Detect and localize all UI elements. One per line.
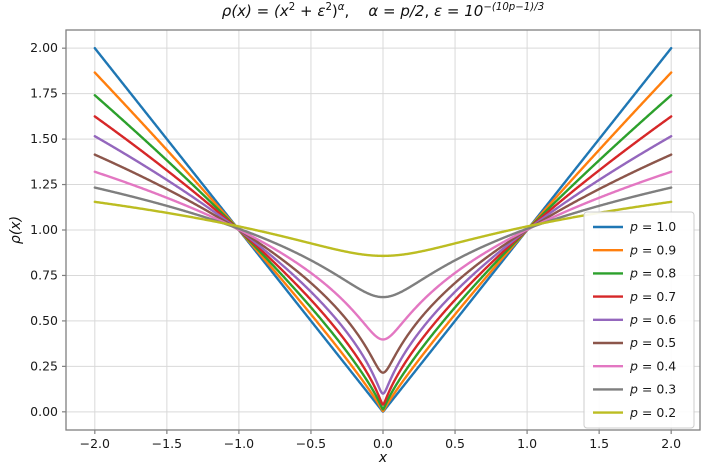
y-tick-label: 1.75 (30, 86, 58, 101)
title-segment: , (424, 2, 435, 20)
y-tick-label: 0.00 (30, 404, 58, 419)
legend-label: p = 0.6 (629, 312, 676, 327)
y-axis-label: ρ(x) (8, 215, 24, 245)
x-tick-label: −1.0 (224, 436, 254, 451)
series-line-p-0.9 (93, 71, 673, 413)
y-tick-label: 0.75 (30, 267, 58, 282)
x-tick-label: −1.5 (152, 436, 182, 451)
x-tick-label: 1.5 (589, 436, 609, 451)
legend-label: p = 1.0 (629, 219, 676, 234)
legend-label: p = 0.7 (629, 289, 676, 304)
legend-label: p = 0.4 (629, 358, 676, 373)
legend-label: p = 0.9 (629, 242, 676, 257)
title-segment: α (337, 2, 345, 14)
legend-label: p = 0.2 (629, 405, 676, 420)
legend-box (583, 211, 695, 429)
x-tick-label: −2.0 (80, 436, 110, 451)
title-segment: 2 (288, 2, 296, 14)
legend-label: p = 0.8 (629, 266, 676, 281)
series-line-p-0.3 (93, 186, 673, 299)
series-line-p-0.8 (93, 94, 673, 411)
x-axis-label: x (378, 450, 388, 466)
x-tick-label: 0.5 (445, 436, 465, 451)
series-line-p-0.5 (93, 153, 673, 374)
y-tick-label: 2.00 (30, 40, 58, 55)
y-tick-label: 1.25 (30, 177, 58, 192)
series-line-p-0.6 (93, 135, 673, 395)
x-tick-label: −0.5 (296, 436, 326, 451)
x-tick-label: 1.0 (517, 436, 537, 451)
ticks: −2.0 −1.5 −1.0 −0.5 0.0 0.5 1.0 1.5 2.0 0.00 0.25 0… (30, 40, 681, 451)
legend-label: p = 0.3 (629, 382, 676, 397)
y-tick-label: 0.50 (30, 313, 58, 328)
legend-label: p = 0.5 (629, 335, 676, 350)
series-line-p-0.2 (93, 200, 673, 258)
y-tick-label: 1.50 (30, 131, 58, 146)
legend: p = 1.0 p = 0.9 p = 0.8 p = 0.7 p = 0.6 p = 0… (583, 211, 695, 429)
x-tick-label: 0.0 (373, 436, 393, 451)
title-segment: ) (331, 2, 338, 20)
title-segment: ε = 10 (434, 2, 484, 20)
title-segment: + ε (295, 2, 326, 20)
title-segment: , (344, 2, 369, 20)
chart-title: ρ(x) = (x2 + ε2)α, α = p/2, ε = 10−(10p−… (66, 1, 700, 24)
series-line-p-0.4 (93, 170, 673, 341)
y-tick-label: 0.25 (30, 358, 58, 373)
title-segment: α = p/2 (368, 2, 425, 20)
y-tick-label: 1.00 (30, 222, 58, 237)
x-tick-label: 2.0 (661, 436, 681, 451)
title-segment: ρ(x) = (x (221, 2, 289, 20)
title-segment: −(10p−1)/3 (483, 2, 545, 14)
series-line-p-0.7 (93, 115, 673, 406)
series-lines (93, 46, 673, 413)
title-segment: 2 (325, 2, 332, 14)
